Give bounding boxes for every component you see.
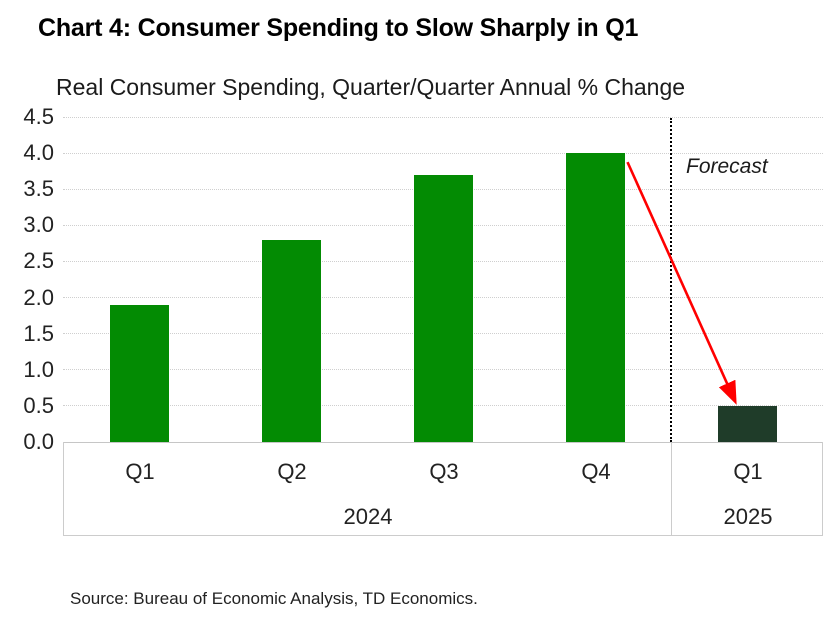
y-tick-2.0: 2.0 [23,284,54,310]
plot-area: Forecast [63,116,823,443]
chart-subtitle: Real Consumer Spending, Quarter/Quarter … [56,74,686,100]
year-divider-line [671,442,672,535]
bar-q3-2024 [413,174,473,442]
bar-q2-2024 [261,239,321,442]
forecast-label: Forecast [686,155,768,178]
gridline-4.5 [63,116,823,118]
y-tick-3.0: 3.0 [23,212,54,238]
y-tick-1.5: 1.5 [23,320,54,346]
y-tick-4.5: 4.5 [23,104,54,129]
x-tick-q1-2024: Q1 [125,459,155,484]
chart-title: Chart 4: Consumer Spending to Slow Sharp… [38,14,639,42]
y-tick-1.0: 1.0 [23,356,54,382]
y-tick-4.0: 4.0 [23,140,54,166]
x-group-label-2025: 2025 [723,504,773,529]
bar-q1-2024 [109,304,169,442]
gridline-4.0 [63,152,823,154]
y-tick-3.5: 3.5 [23,176,54,202]
bar-q4-2024 [565,153,625,442]
x-axis-label-box: Q1 Q2 Q3 Q4 Q1 2024 2025 [63,442,823,536]
forecast-divider-line [670,118,672,442]
x-tick-q3-2024: Q3 [429,459,459,484]
source-note: Source: Bureau of Economic Analysis, TD … [70,589,478,608]
x-group-label-2024: 2024 [343,504,393,529]
y-tick-2.5: 2.5 [23,248,54,274]
y-tick-0.5: 0.5 [23,392,54,418]
y-axis: 0.0 0.5 1.0 1.5 2.0 2.5 3.0 3.5 4.0 4.5 [0,104,56,454]
x-tick-q2-2024: Q2 [277,459,307,484]
bar-q1-2025 [717,405,777,442]
gridline-0.0 [63,441,823,443]
y-tick-0.0: 0.0 [23,429,54,454]
x-tick-q1-2025: Q1 [733,459,763,484]
decline-arrow [626,161,737,405]
x-tick-q4-2024: Q4 [581,459,611,484]
